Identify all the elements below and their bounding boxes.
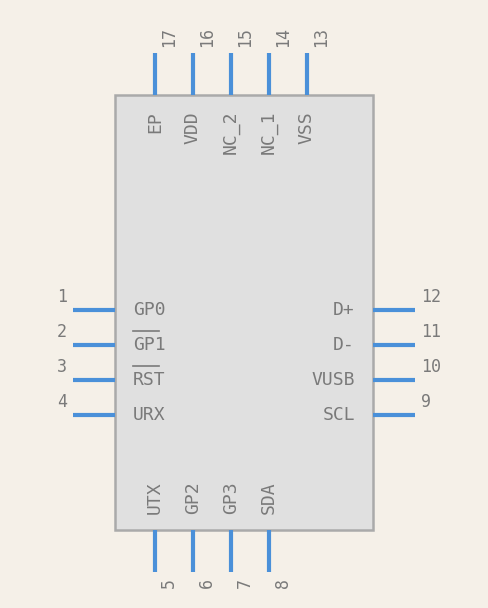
Text: SDA: SDA: [260, 482, 278, 514]
Text: GP2: GP2: [184, 482, 202, 514]
Text: 3: 3: [57, 358, 67, 376]
Text: 2: 2: [57, 323, 67, 341]
Text: GP3: GP3: [222, 482, 240, 514]
Text: 12: 12: [421, 288, 441, 306]
Text: 11: 11: [421, 323, 441, 341]
Text: VDD: VDD: [184, 111, 202, 143]
Text: NC_1: NC_1: [260, 111, 278, 154]
Text: D+: D+: [333, 301, 355, 319]
Text: 9: 9: [421, 393, 431, 411]
Text: D-: D-: [333, 336, 355, 354]
Text: 5: 5: [160, 578, 178, 588]
Text: 15: 15: [236, 27, 254, 47]
Text: NC_2: NC_2: [222, 111, 240, 154]
Text: VSS: VSS: [298, 111, 316, 143]
Text: RST: RST: [133, 371, 165, 389]
Text: 17: 17: [160, 27, 178, 47]
Bar: [115, 95, 373, 530]
Text: UTX: UTX: [146, 482, 164, 514]
Text: EP: EP: [146, 111, 164, 133]
Text: SCL: SCL: [323, 406, 355, 424]
Text: 13: 13: [312, 27, 330, 47]
Text: 1: 1: [57, 288, 67, 306]
Text: VUSB: VUSB: [311, 371, 355, 389]
Text: 4: 4: [57, 393, 67, 411]
Text: 8: 8: [274, 578, 292, 588]
Text: GP0: GP0: [133, 301, 165, 319]
Text: 14: 14: [274, 27, 292, 47]
Text: URX: URX: [133, 406, 165, 424]
Text: 6: 6: [198, 578, 216, 588]
Text: 7: 7: [236, 578, 254, 588]
Text: 16: 16: [198, 27, 216, 47]
Text: GP1: GP1: [133, 336, 165, 354]
Text: 10: 10: [421, 358, 441, 376]
